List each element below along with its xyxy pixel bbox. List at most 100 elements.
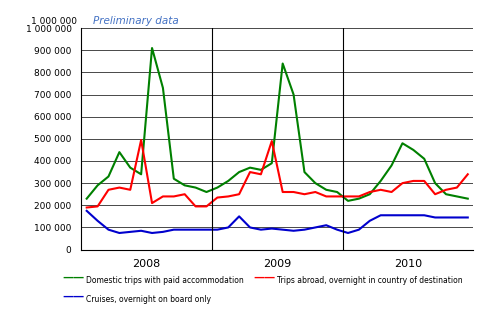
Text: Cruises, overnight on board only: Cruises, overnight on board only (86, 295, 211, 304)
Cruises, overnight on board only (367, 219, 373, 223)
Trips abroad, overnight in country of destination (411, 179, 416, 183)
Cruises, overnight on board only (432, 216, 438, 219)
Trips abroad, overnight in country of destination (345, 195, 351, 198)
Trips abroad, overnight in country of destination (193, 205, 198, 208)
Trips abroad, overnight in country of destination (106, 188, 111, 192)
Text: Domestic trips with paid accommodation: Domestic trips with paid accommodation (86, 276, 244, 285)
Trips abroad, overnight in country of destination (95, 205, 100, 208)
Cruises, overnight on board only (149, 231, 155, 235)
Cruises, overnight on board only (421, 213, 427, 217)
Cruises, overnight on board only (127, 230, 133, 234)
Domestic trips with paid accommodation (291, 93, 296, 96)
Trips abroad, overnight in country of destination (378, 188, 383, 192)
Domestic trips with paid accommodation (215, 186, 220, 189)
Cruises, overnight on board only (215, 228, 220, 232)
Cruises, overnight on board only (226, 226, 231, 229)
Cruises, overnight on board only (258, 228, 264, 232)
Cruises, overnight on board only (160, 230, 166, 234)
Domestic trips with paid accommodation (334, 190, 340, 194)
Text: Trips abroad, overnight in country of destination: Trips abroad, overnight in country of de… (277, 276, 463, 285)
Trips abroad, overnight in country of destination (291, 190, 296, 194)
Domestic trips with paid accommodation (400, 141, 405, 145)
Trips abroad, overnight in country of destination (117, 186, 122, 189)
Trips abroad, overnight in country of destination (465, 173, 471, 176)
Text: ——: —— (62, 291, 85, 301)
Cruises, overnight on board only (117, 231, 122, 235)
Trips abroad, overnight in country of destination (160, 195, 166, 198)
Cruises, overnight on board only (400, 213, 405, 217)
Domestic trips with paid accommodation (367, 192, 373, 196)
Trips abroad, overnight in country of destination (247, 170, 253, 174)
Domestic trips with paid accommodation (236, 170, 242, 174)
Cruises, overnight on board only (356, 228, 362, 232)
Domestic trips with paid accommodation (106, 175, 111, 178)
Trips abroad, overnight in country of destination (367, 190, 373, 194)
Cruises, overnight on board only (323, 223, 329, 227)
Trips abroad, overnight in country of destination (280, 190, 285, 194)
Cruises, overnight on board only (204, 228, 209, 232)
Domestic trips with paid accommodation (95, 183, 100, 187)
Text: ——: —— (253, 273, 276, 283)
Domestic trips with paid accommodation (378, 179, 383, 183)
Domestic trips with paid accommodation (356, 197, 362, 201)
Cruises, overnight on board only (411, 213, 416, 217)
Trips abroad, overnight in country of destination (432, 192, 438, 196)
Cruises, overnight on board only (106, 228, 111, 232)
Trips abroad, overnight in country of destination (149, 201, 155, 205)
Trips abroad, overnight in country of destination (400, 181, 405, 185)
Domestic trips with paid accommodation (117, 150, 122, 154)
Cruises, overnight on board only (171, 228, 177, 232)
Cruises, overnight on board only (313, 226, 318, 229)
Trips abroad, overnight in country of destination (138, 138, 144, 142)
Domestic trips with paid accommodation (269, 161, 275, 165)
Trips abroad, overnight in country of destination (389, 190, 394, 194)
Domestic trips with paid accommodation (432, 181, 438, 185)
Trips abroad, overnight in country of destination (236, 192, 242, 196)
Cruises, overnight on board only (454, 216, 460, 219)
Trips abroad, overnight in country of destination (171, 195, 177, 198)
Trips abroad, overnight in country of destination (313, 190, 318, 194)
Trips abroad, overnight in country of destination (204, 205, 209, 208)
Trips abroad, overnight in country of destination (421, 179, 427, 183)
Domestic trips with paid accommodation (204, 190, 209, 194)
Domestic trips with paid accommodation (138, 173, 144, 176)
Cruises, overnight on board only (247, 226, 253, 229)
Domestic trips with paid accommodation (171, 177, 177, 181)
Trips abroad, overnight in country of destination (127, 188, 133, 192)
Line: Cruises, overnight on board only: Cruises, overnight on board only (87, 211, 468, 233)
Domestic trips with paid accommodation (313, 181, 318, 185)
Line: Domestic trips with paid accommodation: Domestic trips with paid accommodation (87, 48, 468, 201)
Domestic trips with paid accommodation (443, 192, 449, 196)
Domestic trips with paid accommodation (411, 148, 416, 152)
Cruises, overnight on board only (443, 216, 449, 219)
Cruises, overnight on board only (138, 229, 144, 233)
Trips abroad, overnight in country of destination (84, 206, 89, 209)
Cruises, overnight on board only (182, 228, 187, 232)
Domestic trips with paid accommodation (280, 62, 285, 66)
Cruises, overnight on board only (465, 216, 471, 219)
Trips abroad, overnight in country of destination (334, 195, 340, 198)
Trips abroad, overnight in country of destination (215, 196, 220, 199)
Domestic trips with paid accommodation (193, 186, 198, 189)
Domestic trips with paid accommodation (182, 183, 187, 187)
Domestic trips with paid accommodation (465, 197, 471, 201)
Trips abroad, overnight in country of destination (182, 192, 187, 196)
Domestic trips with paid accommodation (454, 195, 460, 198)
Cruises, overnight on board only (389, 213, 394, 217)
Domestic trips with paid accommodation (258, 168, 264, 172)
Text: ——: —— (62, 273, 85, 283)
Trips abroad, overnight in country of destination (356, 195, 362, 198)
Trips abroad, overnight in country of destination (454, 186, 460, 189)
Text: Preliminary data: Preliminary data (93, 16, 179, 26)
Trips abroad, overnight in country of destination (258, 173, 264, 176)
Trips abroad, overnight in country of destination (323, 195, 329, 198)
Trips abroad, overnight in country of destination (269, 139, 275, 143)
Domestic trips with paid accommodation (389, 163, 394, 167)
Text: 1 000 000: 1 000 000 (32, 17, 77, 26)
Cruises, overnight on board only (302, 228, 307, 232)
Cruises, overnight on board only (378, 213, 383, 217)
Domestic trips with paid accommodation (127, 166, 133, 169)
Domestic trips with paid accommodation (226, 179, 231, 183)
Trips abroad, overnight in country of destination (226, 195, 231, 198)
Cruises, overnight on board only (95, 219, 100, 223)
